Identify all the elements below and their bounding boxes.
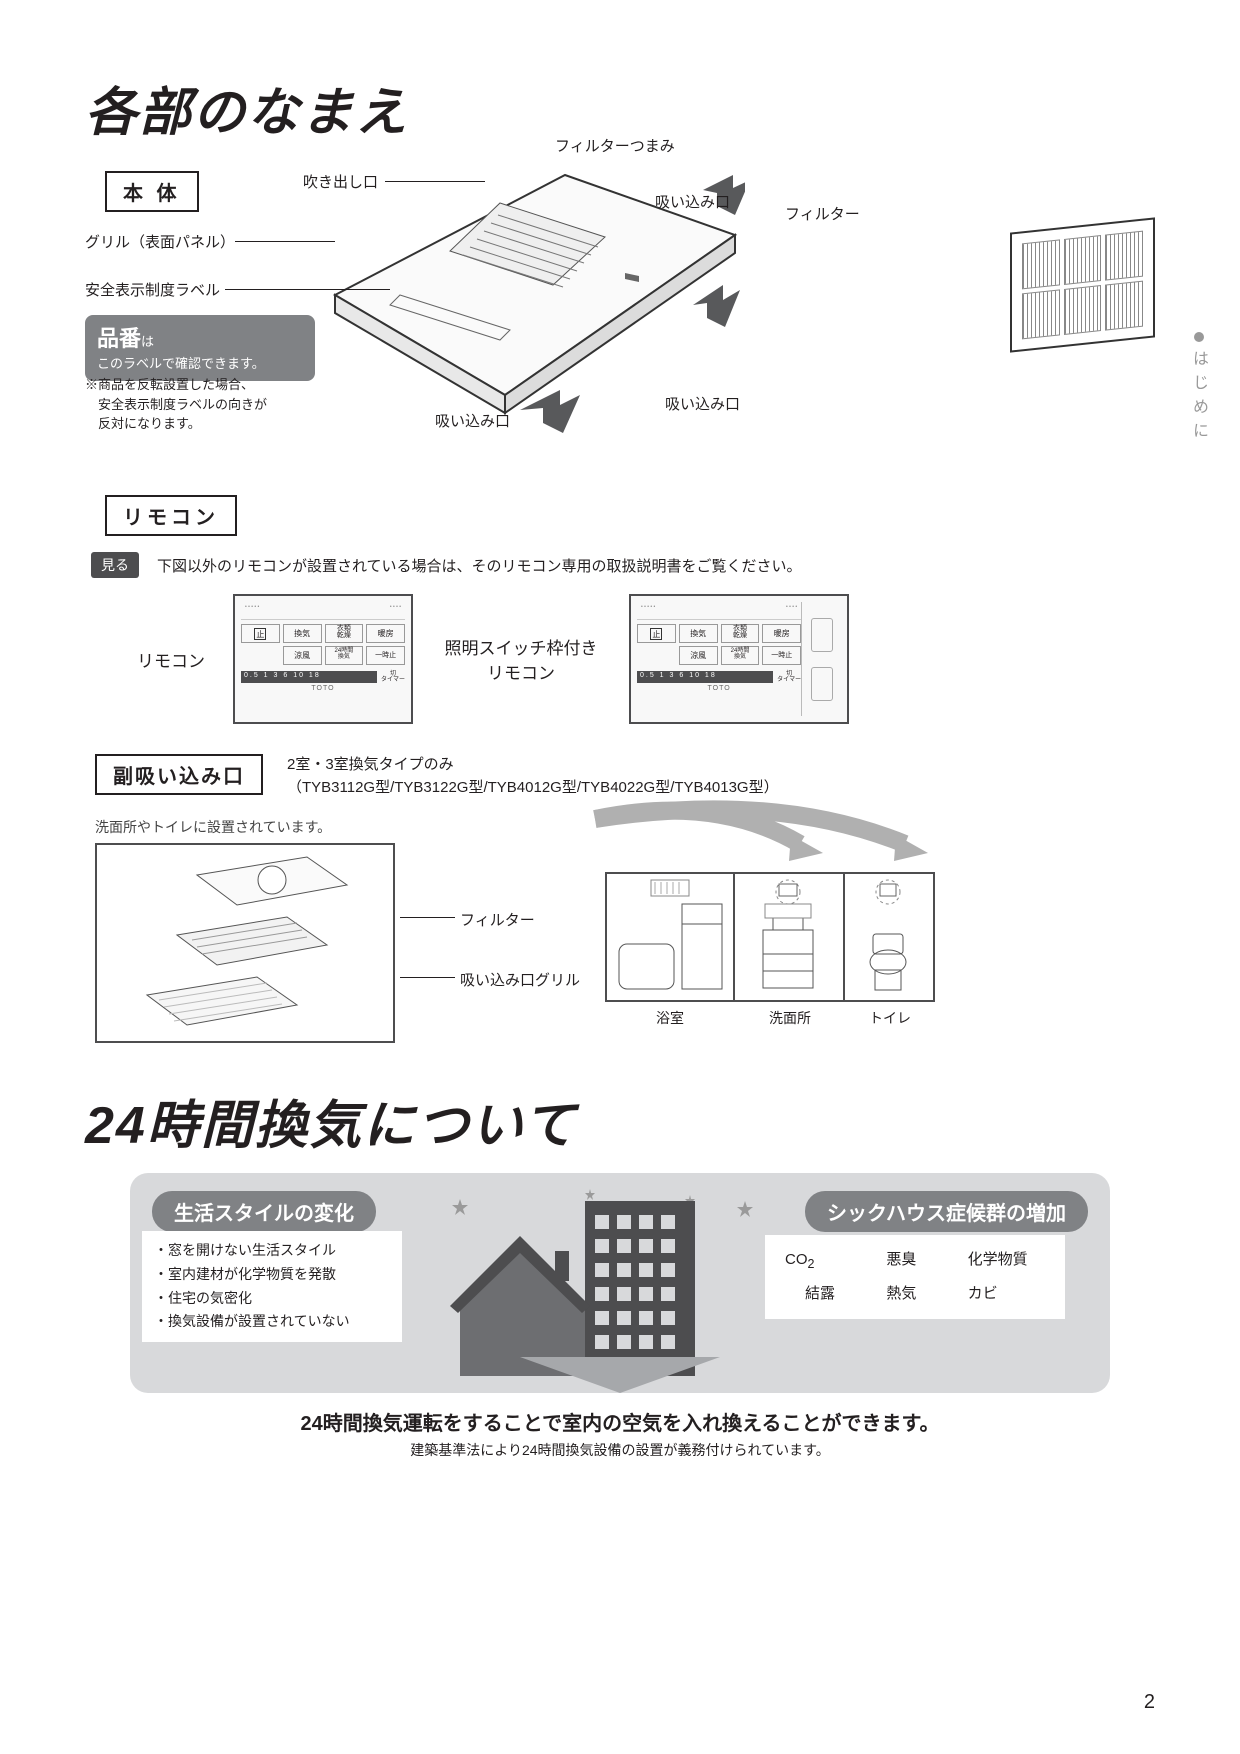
label-safety: 安全表示制度ラベル: [85, 279, 220, 300]
sub-intake-figure: [95, 843, 395, 1043]
timer-scale: 0.5 1 3 6 10 18: [241, 671, 377, 683]
page-number: 2: [1144, 1691, 1155, 1714]
rb-c2: 悪臭: [886, 1247, 933, 1275]
room-bath: [605, 872, 735, 1002]
sub-note-1: 2室・3室換気タイプのみ: [287, 754, 779, 777]
pill-right: シックハウス症候群の増加: [805, 1191, 1088, 1232]
lb-l2: ・室内建材が化学物質を発散: [154, 1263, 390, 1287]
page-title-2: 24時間換気について: [85, 1083, 1155, 1158]
room-wash: [735, 872, 845, 1002]
btn-kanki: 換気: [283, 624, 322, 643]
room-toilet: [845, 872, 935, 1002]
room-toilet-label: トイレ: [845, 1008, 935, 1028]
timer-label-2: 切 タイマー: [777, 671, 801, 683]
left-white-box: ・窓を開けない生活スタイル ・室内建材が化学物質を発散 ・住宅の気密化 ・換気設…: [142, 1231, 402, 1342]
lb-l4: ・換気設備が設置されていない: [154, 1310, 390, 1334]
label-grill: グリル（表面パネル）: [85, 231, 235, 252]
page-title-1: 各部のなまえ: [85, 70, 1155, 145]
timer-label: 切 タイマー: [381, 671, 405, 683]
btn-24h: 24時間 換気: [325, 646, 364, 665]
remote-row: リモコン • • • • •• • • • 止 換気 衣類 乾燥 暖房 涼風 2…: [125, 594, 1155, 724]
remote-brand-2: TOTO: [637, 685, 801, 692]
room-wash-label: 洗面所: [735, 1008, 845, 1028]
main-unit-section: 本 体: [85, 165, 1155, 485]
sub-filter-label: フィルター: [460, 909, 535, 930]
right-white-box: CO2 悪臭 化学物質 結露 熱気 カビ: [765, 1235, 1065, 1319]
btn-kanso: 衣類 乾燥: [325, 624, 364, 643]
sub-intake-note: 2室・3室換気タイプのみ （TYB3112G型/TYB3122G型/TYB401…: [287, 754, 779, 799]
model-line2: このラベルで確認できます。: [97, 356, 265, 371]
sub-grill-label: 吸い込み口グリル: [460, 969, 580, 990]
btn-stop-2: 止: [650, 628, 662, 640]
swoosh-arrows: [585, 799, 945, 869]
btn-kanki-2: 換気: [679, 624, 718, 643]
side-dot: [1194, 332, 1204, 342]
label-intake-br: 吸い込み口: [665, 393, 740, 414]
remote-label-left: リモコン: [125, 647, 205, 672]
btn-stop: 止: [254, 628, 266, 640]
label-filter: フィルター: [785, 203, 860, 224]
label-blow-out: 吹き出し口: [303, 171, 378, 192]
remote-image-right: • • • • •• • • • 止 換気 衣類 乾燥 暖房 涼風 24時間 換…: [629, 594, 849, 724]
vent-footer-main: 24時間換気運転をすることで室内の空気を入れ換えることができます。: [85, 1407, 1155, 1436]
label-filter-knob: フィルターつまみ: [555, 135, 675, 156]
rb-c5: 熱気: [886, 1281, 933, 1307]
room-bath-label: 浴室: [605, 1008, 735, 1028]
miru-text: 下図以外のリモコンが設置されている場合は、そのリモコン専用の取扱説明書をご覧くだ…: [157, 555, 802, 576]
remote-label-right: 照明スイッチ枠付き リモコン: [441, 634, 601, 684]
main-unit-box-label: 本 体: [105, 171, 199, 212]
remote-image-left: • • • • •• • • • 止 換気 衣類 乾燥 暖房 涼風 24時間 換…: [233, 594, 413, 724]
pill-left: 生活スタイルの変化: [152, 1191, 376, 1232]
model-number-box: 品番は このラベルで確認できます。: [85, 315, 315, 381]
side-tab: はじめに: [1186, 350, 1210, 446]
vent-footer-sub: 建築基準法により24時間換気設備の設置が義務付けられています。: [85, 1440, 1155, 1460]
sub-intake-box-label: 副吸い込み口: [95, 754, 263, 795]
btn-ryofu: 涼風: [283, 646, 322, 665]
down-arrow-icon: [520, 1357, 720, 1393]
remote-box-label: リモコン: [105, 495, 237, 536]
btn-kanso-2: 衣類 乾燥: [721, 624, 760, 643]
lb-l1: ・窓を開けない生活スタイル: [154, 1239, 390, 1263]
model-big: 品番: [97, 326, 141, 351]
rb-c4: 結露: [805, 1281, 852, 1307]
remote-brand: TOTO: [241, 685, 405, 692]
sub-note-2: （TYB3112G型/TYB3122G型/TYB4012G型/TYB4022G型…: [287, 777, 779, 800]
btn-24h-2: 24時間 換気: [721, 646, 760, 665]
btn-pause-2: 一時止: [762, 646, 801, 665]
rb-c6: カビ: [968, 1281, 1045, 1307]
ventilation-footer: 24時間換気運転をすることで室内の空気を入れ換えることができます。 建築基準法に…: [85, 1407, 1155, 1460]
label-intake-bl: 吸い込み口: [435, 410, 510, 431]
miru-badge: 見る: [91, 552, 139, 578]
ventilation-panel: 生活スタイルの変化 ・窓を開けない生活スタイル ・室内建材が化学物質を発散 ・住…: [130, 1173, 1110, 1393]
btn-pause: 一時止: [366, 646, 405, 665]
reverse-note: ※商品を反転設置した場合、 安全表示制度ラベルの向きが 反対になります。: [85, 375, 267, 434]
main-unit-diagram: 本 体: [85, 165, 1155, 485]
timer-scale-2: 0.5 1 3 6 10 18: [637, 671, 773, 683]
buildings-icon: [440, 1181, 780, 1381]
btn-danbo-2: 暖房: [762, 624, 801, 643]
lb-l3: ・住宅の気密化: [154, 1287, 390, 1311]
filter-detail-box: [1010, 217, 1155, 352]
btn-ryofu-2: 涼風: [679, 646, 718, 665]
btn-danbo: 暖房: [366, 624, 405, 643]
label-intake-right: 吸い込み口: [655, 191, 730, 212]
install-caption: 洗面所やトイレに設置されています。: [95, 817, 395, 837]
model-suffix: は: [141, 334, 154, 349]
rb-c1: CO2: [785, 1247, 852, 1275]
rb-c3: 化学物質: [968, 1247, 1045, 1275]
